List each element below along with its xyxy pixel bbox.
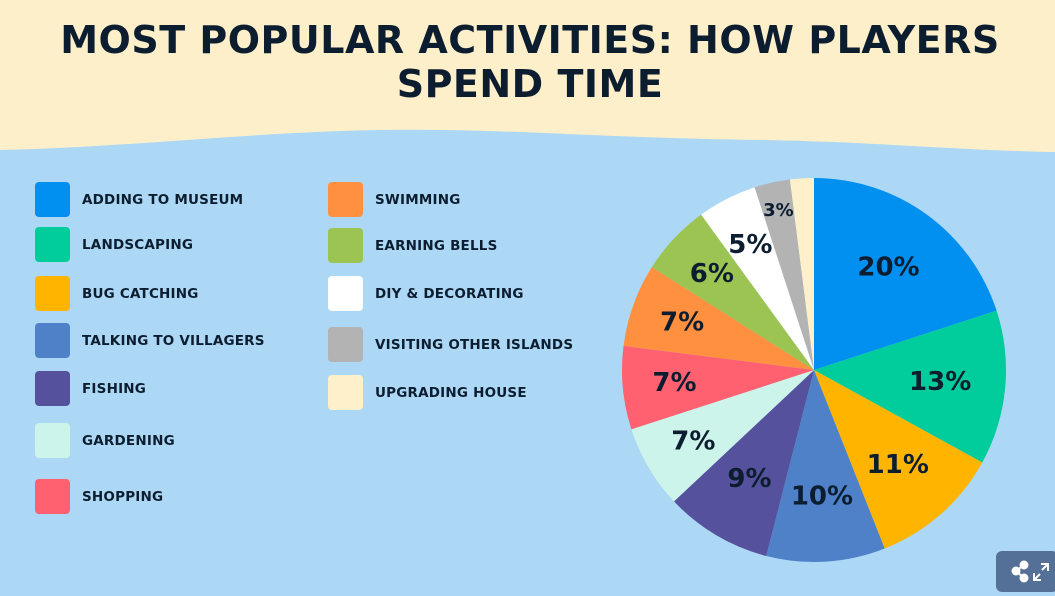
slice-label: 20%	[857, 252, 919, 282]
pie-slice	[701, 187, 814, 370]
legend-swatch	[328, 228, 363, 263]
legend-item: ADDING TO MUSEUM	[35, 182, 243, 217]
legend-label: SWIMMING	[375, 191, 461, 208]
chart-toolbar	[996, 551, 1055, 592]
pie-slice	[814, 178, 997, 370]
legend-label: GARDENING	[82, 432, 175, 449]
legend-label: DIY & DECORATING	[375, 285, 524, 302]
chart-title: MOST POPULAR ACTIVITIES: HOW PLAYERS SPE…	[0, 18, 1055, 106]
toolbar-icons	[1011, 560, 1049, 583]
expand-icon[interactable]	[1033, 563, 1049, 581]
legend-item: LANDSCAPING	[35, 227, 193, 262]
legend-item: FISHING	[35, 371, 146, 406]
slice-label: 7%	[660, 308, 704, 338]
legend-label: UPGRADING HOUSE	[375, 384, 527, 401]
legend-label: LANDSCAPING	[82, 236, 194, 253]
legend-item: EARNING BELLS	[328, 228, 498, 263]
pie-slice	[754, 179, 814, 370]
legend-swatch	[35, 423, 70, 458]
legend-swatch	[328, 375, 363, 410]
legend-swatch	[35, 323, 70, 358]
legend-label: ADDING TO MUSEUM	[82, 191, 244, 208]
slice-label: 7%	[671, 426, 715, 456]
legend-swatch	[328, 276, 363, 311]
legend-label: VISITING OTHER ISLANDS	[375, 336, 574, 353]
legend-item: DIY & DECORATING	[328, 276, 524, 311]
legend-item: SHOPPING	[35, 479, 163, 514]
pie-slice	[631, 370, 814, 502]
pie-slice	[674, 370, 814, 556]
legend-item: GARDENING	[35, 423, 175, 458]
pie-slice	[814, 370, 983, 549]
slice-label: 5%	[728, 230, 772, 260]
legend-label: EARNING BELLS	[375, 237, 498, 254]
legend-swatch	[35, 371, 70, 406]
slice-label: 3%	[763, 200, 794, 221]
legend-item: UPGRADING HOUSE	[328, 375, 527, 410]
pie-slice	[623, 267, 814, 370]
pie-slice	[651, 214, 814, 370]
legend-item: BUG CATCHING	[35, 276, 199, 311]
legend-label: SHOPPING	[82, 488, 164, 505]
legend-swatch	[328, 327, 363, 362]
legend-swatch	[35, 182, 70, 217]
legend-item: TALKING TO VILLAGERS	[35, 323, 265, 358]
slice-label: 10%	[791, 481, 853, 511]
pie-slice	[814, 310, 1006, 463]
legend-swatch	[35, 276, 70, 311]
title-line-1: MOST POPULAR ACTIVITIES: HOW PLAYERS	[60, 18, 1000, 62]
legend-item: SWIMMING	[328, 182, 461, 217]
legend-label: FISHING	[82, 380, 147, 397]
legend-item: VISITING OTHER ISLANDS	[328, 327, 573, 362]
slice-label: 11%	[867, 450, 929, 480]
share-icon[interactable]	[1011, 560, 1029, 583]
legend-label: TALKING TO VILLAGERS	[82, 332, 265, 349]
slice-label: 13%	[909, 367, 971, 397]
title-line-2: SPEND TIME	[396, 62, 664, 106]
legend-swatch	[35, 227, 70, 262]
legend-label: BUG CATCHING	[82, 285, 199, 302]
pie-slice	[622, 345, 814, 430]
slice-label: 6%	[690, 259, 734, 289]
legend-swatch	[35, 479, 70, 514]
pie-slice	[789, 178, 814, 370]
slice-label: 7%	[652, 368, 696, 398]
pie-slice	[766, 370, 885, 562]
slice-label: 9%	[727, 464, 771, 494]
legend-swatch	[328, 182, 363, 217]
header-wave	[0, 0, 1055, 152]
